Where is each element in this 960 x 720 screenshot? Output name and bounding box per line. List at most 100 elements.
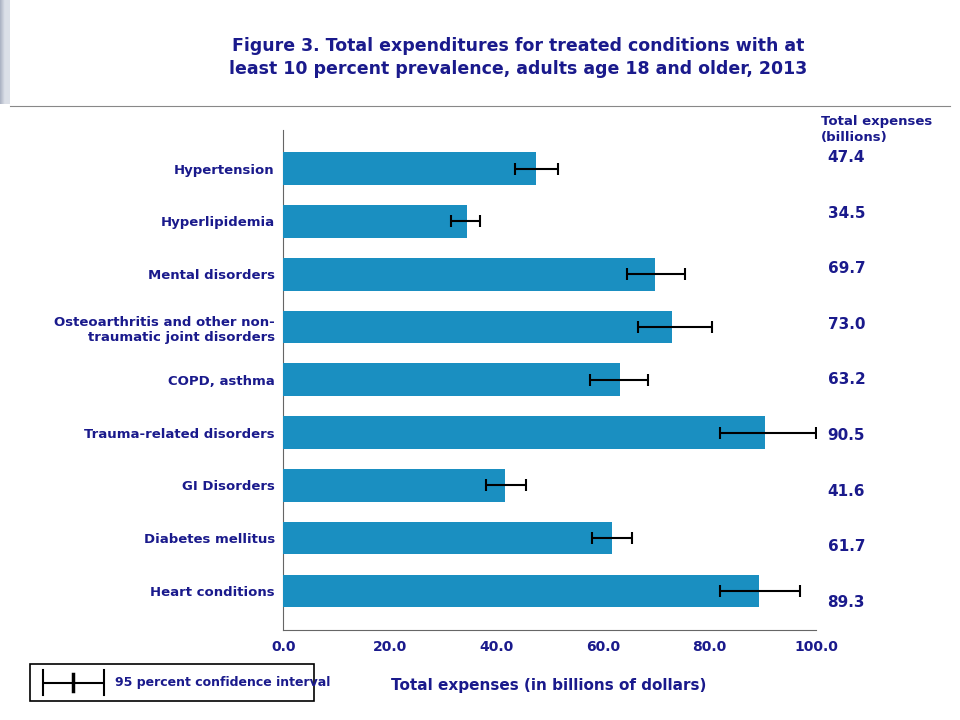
Bar	[283, 469, 505, 502]
Bar	[2, 0, 7, 104]
Bar	[1, 0, 6, 104]
Bar	[3, 0, 8, 104]
Bar	[3, 0, 8, 104]
Bar	[3, 0, 8, 104]
Bar	[4, 0, 9, 104]
Text: 47.4: 47.4	[828, 150, 865, 165]
Bar	[0, 0, 5, 104]
Bar	[2, 0, 7, 104]
Bar	[3, 0, 8, 104]
Bar	[3, 0, 8, 104]
Text: 34.5: 34.5	[828, 205, 865, 220]
Bar	[2, 0, 7, 104]
Bar	[0, 0, 5, 104]
Bar	[3, 0, 8, 104]
Bar	[4, 0, 9, 104]
Bar	[283, 205, 467, 238]
Bar	[3, 0, 8, 104]
Bar	[5, 0, 10, 104]
Bar	[4, 0, 9, 104]
Bar	[1, 0, 6, 104]
Bar	[4, 0, 9, 104]
Bar	[1, 0, 6, 104]
Bar	[2, 0, 7, 104]
Bar	[5, 0, 10, 104]
Bar	[3, 0, 8, 104]
Bar	[283, 522, 612, 554]
Bar	[2, 0, 7, 104]
Bar	[4, 0, 9, 104]
Bar	[2, 0, 7, 104]
Bar	[4, 0, 9, 104]
Bar	[1, 0, 6, 104]
Bar	[5, 0, 10, 104]
Bar	[1, 0, 6, 104]
Bar	[1, 0, 6, 104]
Bar	[2, 0, 7, 104]
Bar	[4, 0, 9, 104]
Bar	[2, 0, 7, 104]
Bar	[4, 0, 9, 104]
Bar	[4, 0, 9, 104]
Bar	[2, 0, 7, 104]
Bar	[4, 0, 9, 104]
Bar	[1, 0, 6, 104]
Text: Total expenses (in billions of dollars): Total expenses (in billions of dollars)	[392, 678, 707, 693]
Bar	[5, 0, 10, 104]
Bar	[283, 416, 765, 449]
Bar	[2, 0, 7, 104]
Text: 61.7: 61.7	[828, 539, 865, 554]
Bar	[1, 0, 6, 104]
Bar	[31, 665, 314, 701]
Bar	[4, 0, 9, 104]
Text: Figure 3. Total expenditures for treated conditions with at
least 10 percent pre: Figure 3. Total expenditures for treated…	[229, 37, 807, 78]
Text: 69.7: 69.7	[828, 261, 865, 276]
Bar	[2, 0, 7, 104]
Bar	[3, 0, 8, 104]
Bar	[2, 0, 7, 104]
Bar	[4, 0, 9, 104]
Bar	[1, 0, 6, 104]
Bar	[2, 0, 7, 104]
Bar	[3, 0, 8, 104]
Bar	[2, 0, 7, 104]
Bar	[3, 0, 8, 104]
Bar	[2, 0, 7, 104]
Text: Total expenses
(billions): Total expenses (billions)	[821, 115, 932, 144]
Bar	[4, 0, 9, 104]
Bar	[0, 0, 5, 104]
Bar	[5, 0, 10, 104]
Bar	[2, 0, 7, 104]
Bar	[1, 0, 6, 104]
Bar	[1, 0, 6, 104]
Bar	[1, 0, 6, 104]
Bar	[4, 0, 9, 104]
Bar	[3, 0, 8, 104]
Bar	[3, 0, 8, 104]
Bar	[3, 0, 8, 104]
Bar	[2, 0, 6, 104]
Bar	[3, 0, 8, 104]
Bar	[4, 0, 9, 104]
Bar	[3, 0, 8, 104]
Text: 89.3: 89.3	[828, 595, 865, 610]
Bar	[0, 0, 5, 104]
Bar	[2, 0, 7, 104]
Bar	[3, 0, 8, 104]
Bar	[283, 258, 655, 291]
Bar	[4, 0, 9, 104]
Text: 63.2: 63.2	[828, 372, 865, 387]
Bar	[1, 0, 6, 104]
Bar	[4, 0, 9, 104]
Bar	[3, 0, 8, 104]
Bar	[2, 0, 7, 104]
Bar	[2, 0, 7, 104]
Bar	[0, 0, 5, 104]
Bar	[1, 0, 6, 104]
Bar	[283, 153, 536, 185]
Bar	[4, 0, 9, 104]
Bar	[3, 0, 8, 104]
Bar	[0, 0, 5, 104]
Bar	[2, 0, 7, 104]
Bar	[2, 0, 7, 104]
